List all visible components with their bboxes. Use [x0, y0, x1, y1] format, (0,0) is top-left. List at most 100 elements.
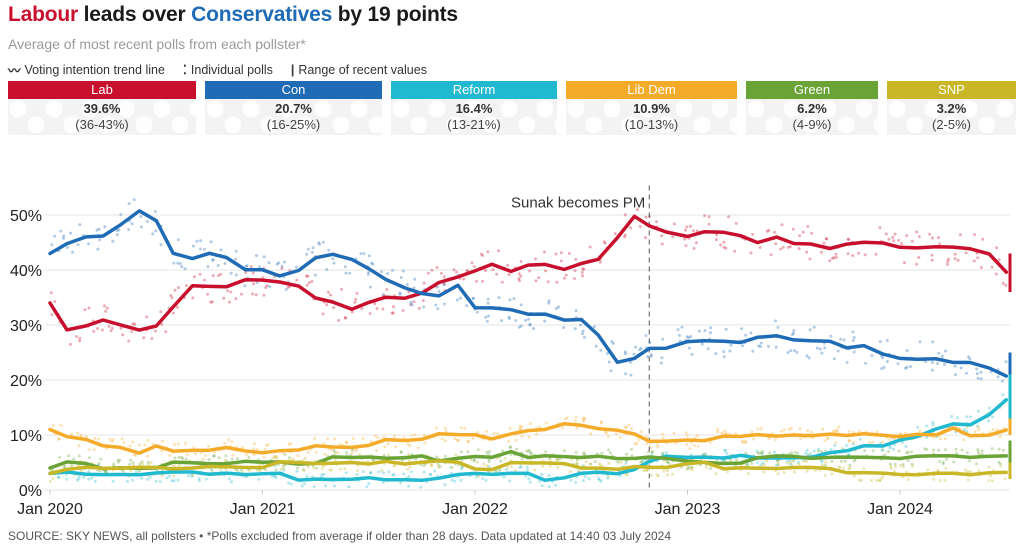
poll-dot	[574, 309, 578, 313]
poll-dot	[977, 469, 981, 473]
poll-dot	[62, 234, 66, 238]
poll-dot	[893, 232, 897, 236]
poll-dot	[906, 478, 910, 481]
poll-dot	[793, 470, 797, 474]
poll-dot	[858, 437, 862, 441]
poll-dot	[131, 440, 135, 444]
poll-dot	[459, 467, 463, 471]
poll-dot	[666, 469, 670, 473]
poll-dot	[383, 445, 387, 449]
poll-dot	[554, 483, 558, 487]
poll-dot	[695, 434, 699, 438]
poll-dot	[514, 438, 518, 442]
poll-dot	[195, 239, 199, 243]
poll-dot	[573, 327, 577, 331]
poll-dot	[416, 446, 420, 450]
poll-dot	[874, 252, 878, 256]
poll-dot	[540, 473, 544, 476]
poll-dot	[355, 469, 359, 473]
poll-dot	[824, 237, 828, 241]
poll-dot	[104, 470, 108, 474]
poll-dot	[93, 437, 97, 440]
poll-dot	[507, 317, 511, 320]
poll-dot	[686, 466, 690, 470]
poll-dot	[661, 452, 665, 456]
poll-dot	[923, 447, 927, 451]
poll-dot	[252, 282, 256, 286]
poll-dot	[219, 248, 223, 252]
poll-dot	[72, 457, 76, 461]
poll-dot	[825, 237, 829, 241]
poll-dot	[931, 236, 934, 240]
poll-dot	[661, 436, 665, 440]
poll-dot	[312, 466, 316, 470]
poll-dot	[465, 304, 469, 308]
poll-dot	[640, 460, 644, 464]
poll-dot	[520, 425, 524, 429]
poll-dot	[469, 458, 473, 462]
poll-dot	[540, 484, 544, 488]
poll-dot	[369, 440, 373, 444]
poll-dot	[332, 261, 336, 265]
poll-dot	[243, 284, 247, 288]
poll-dot	[127, 228, 131, 231]
poll-dot	[386, 442, 390, 446]
poll-dot	[422, 281, 426, 285]
poll-dot	[878, 479, 882, 483]
poll-dot	[116, 460, 120, 464]
poll-dot	[716, 430, 719, 434]
poll-dot	[859, 478, 863, 482]
poll-dot	[624, 425, 628, 429]
poll-dot	[180, 265, 184, 269]
poll-dot	[544, 269, 547, 273]
poll-dot	[51, 424, 55, 427]
poll-dot	[472, 458, 476, 462]
poll-dot	[442, 282, 446, 286]
poll-dot	[746, 472, 750, 476]
poll-dot	[87, 306, 91, 310]
poll-dot	[437, 465, 441, 469]
poll-dot	[138, 443, 141, 447]
legend-range: | Range of recent values	[291, 60, 427, 79]
poll-dot	[413, 277, 417, 281]
poll-dot	[315, 466, 319, 470]
poll-dot	[749, 331, 753, 335]
poll-dot	[960, 448, 964, 452]
poll-dot	[337, 319, 341, 322]
poll-dot	[274, 455, 278, 459]
poll-dot	[328, 468, 332, 472]
poll-dot	[786, 462, 790, 465]
poll-dot	[127, 202, 131, 206]
poll-dot	[741, 440, 745, 444]
poll-dot	[812, 449, 816, 453]
poll-dot	[198, 272, 202, 276]
poll-dot	[53, 234, 57, 238]
poll-dot	[805, 250, 809, 254]
poll-dot	[858, 429, 861, 433]
poll-dot	[835, 430, 839, 434]
poll-dot	[581, 417, 585, 421]
poll-dot	[302, 468, 305, 472]
poll-dot	[100, 328, 104, 332]
poll-dot	[758, 451, 762, 455]
poll-dot	[408, 458, 412, 462]
poll-dot	[197, 477, 201, 481]
poll-dot	[630, 454, 634, 458]
poll-dot	[565, 416, 569, 420]
poll-dot	[835, 428, 839, 432]
poll-dot	[963, 468, 967, 472]
poll-dot	[507, 315, 511, 319]
poll-dot	[864, 361, 868, 365]
poll-dot	[817, 447, 821, 451]
trend-line-snp	[48, 459, 1009, 477]
poll-dot	[904, 366, 908, 370]
poll-dot	[160, 322, 164, 326]
poll-dot	[689, 335, 693, 339]
poll-dot	[804, 451, 808, 455]
poll-dot	[519, 303, 523, 307]
poll-dot	[191, 296, 195, 300]
poll-dot	[57, 437, 61, 441]
poll-dot	[582, 452, 585, 456]
poll-dot	[324, 484, 328, 488]
poll-dot	[805, 354, 809, 358]
